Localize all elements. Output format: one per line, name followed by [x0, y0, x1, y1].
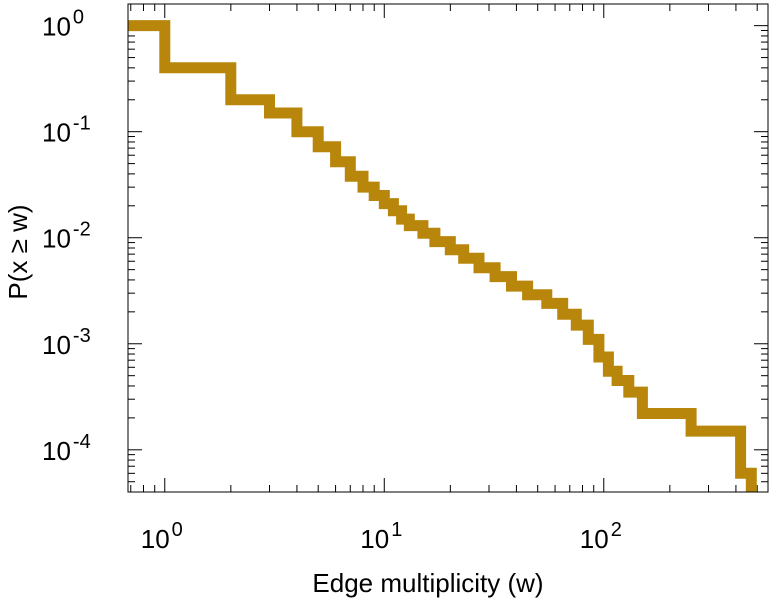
tick-marks	[128, 4, 768, 493]
x-tick-label: 10 1	[360, 519, 402, 554]
y-axis-title: P(x ≥ w)	[3, 204, 33, 299]
y-tick-label: 10 -2	[42, 219, 91, 254]
plot-frame	[127, 3, 769, 493]
series-line	[128, 20, 757, 492]
x-tick-labels: 10 0 10 1 10 2	[141, 519, 622, 554]
x-tick-label: 10 0	[141, 519, 183, 554]
y-tick-label: 10 0	[42, 7, 84, 42]
y-tick-label: 10 -3	[42, 325, 91, 360]
x-tick-label: 10 2	[580, 519, 622, 554]
y-tick-label: 10 -4	[42, 431, 91, 466]
x-axis-title: Edge multiplicity (w)	[312, 568, 543, 598]
y-tick-label: 10 -1	[42, 113, 91, 148]
